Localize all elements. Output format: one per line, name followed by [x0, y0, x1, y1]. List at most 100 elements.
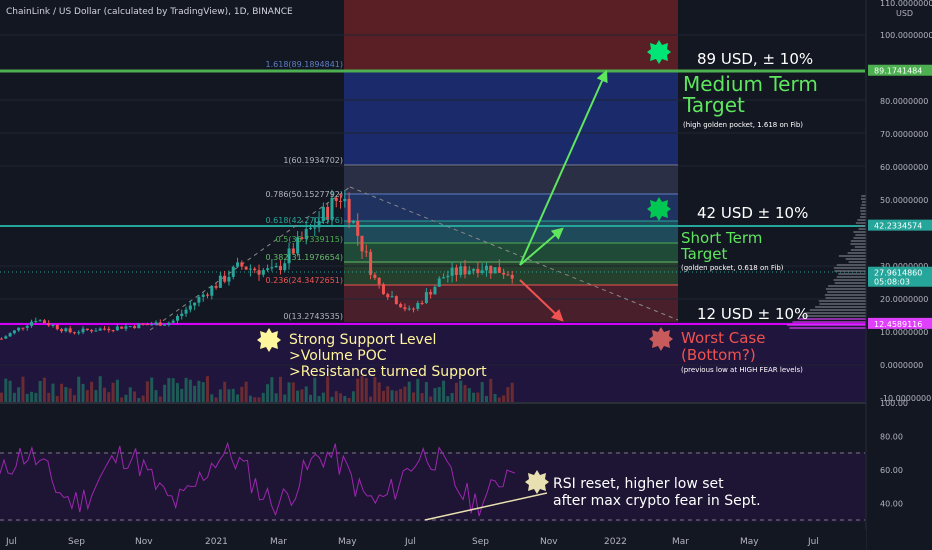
candle-body — [137, 324, 140, 328]
candle-body — [17, 328, 20, 331]
candle-body — [94, 331, 97, 332]
volume-bar — [296, 391, 299, 402]
candle-body — [262, 270, 265, 275]
volume-bar — [464, 385, 467, 402]
candle-body — [60, 329, 63, 331]
volume-bar — [64, 387, 67, 402]
candle-body — [506, 275, 509, 276]
volume-bar — [202, 382, 205, 402]
volume-bar — [240, 387, 243, 402]
volume-bar — [116, 380, 119, 402]
rsi-tick-label: 60.00 — [880, 466, 903, 475]
candle-body — [56, 325, 59, 329]
volume-bar — [352, 391, 355, 402]
candle-body — [455, 268, 458, 275]
volume-profile-bar — [827, 291, 866, 293]
candle-body — [30, 322, 33, 326]
fib-label: 0.382(31.1976654) — [266, 253, 344, 262]
candle-body — [476, 269, 479, 273]
candle-body — [176, 316, 179, 321]
candle-body — [189, 306, 192, 310]
volume-bar — [86, 390, 89, 402]
volume-bar — [476, 393, 479, 402]
candle-body — [232, 267, 235, 277]
candle-body — [0, 339, 3, 340]
volume-profile-bar — [837, 264, 866, 266]
volume-bar — [288, 382, 291, 402]
volume-bar — [9, 381, 12, 402]
candle-body — [511, 275, 514, 279]
volume-bar — [395, 391, 398, 402]
volume-bar — [193, 386, 196, 402]
volume-bar — [120, 398, 123, 402]
axis-tick-label: 70.0000000 — [880, 130, 928, 139]
candle-body — [365, 251, 368, 252]
price-tag-label: 42.2334574 — [874, 222, 922, 231]
candle-body — [172, 321, 175, 323]
axis-tick-label: 20.0000000 — [880, 295, 928, 304]
candle-body — [47, 323, 50, 325]
candle-body — [163, 325, 166, 326]
volume-bar — [322, 393, 325, 402]
volume-bar — [356, 379, 359, 402]
volume-bar — [309, 395, 312, 402]
price-tag-countdown: 05:08:03 — [874, 278, 910, 287]
candle-body — [253, 269, 256, 271]
candle-body — [86, 329, 89, 330]
volume-bar — [34, 393, 37, 402]
volume-bar — [330, 397, 333, 402]
volume-profile-bar — [815, 306, 866, 308]
time-axis-label: Nov — [135, 537, 153, 547]
candle-body — [382, 284, 385, 294]
volume-bar — [369, 397, 372, 402]
candle-body — [489, 266, 492, 274]
volume-profile-bar — [802, 315, 866, 317]
star-support-icon — [257, 328, 281, 352]
candle-body — [103, 329, 106, 330]
candle-body — [185, 310, 188, 314]
time-axis-label: Mar — [270, 537, 287, 547]
volume-bar — [236, 394, 239, 402]
volume-bar — [292, 382, 295, 402]
volume-profile-bar — [810, 309, 866, 311]
volume-bar — [253, 397, 256, 402]
volume-profile-bar — [857, 219, 866, 221]
candle-body — [82, 329, 85, 333]
star-medium-target-icon — [647, 40, 671, 64]
volume-profile-bar — [853, 231, 866, 233]
volume-profile-bar — [828, 285, 866, 287]
volume-bar — [210, 394, 213, 402]
rsi-tick-label: 80.00 — [880, 432, 903, 441]
candle-body — [313, 227, 316, 228]
candle-body — [129, 326, 132, 327]
volume-bar — [60, 384, 63, 402]
volume-bar — [451, 393, 454, 402]
volume-profile-bar — [853, 237, 866, 239]
volume-bar — [232, 389, 235, 402]
volume-bar — [408, 382, 411, 402]
volume-profile-bar — [861, 198, 866, 200]
time-axis — [0, 530, 866, 550]
candle-body — [451, 268, 454, 276]
volume-bar — [133, 391, 136, 402]
axis-tick-label: 10.0000000 — [880, 328, 928, 337]
volume-bar — [468, 388, 471, 402]
volume-bar — [438, 387, 441, 402]
volume-bar — [94, 390, 97, 402]
volume-bar — [326, 376, 329, 402]
candle-body — [416, 303, 419, 309]
volume-bar — [270, 377, 273, 402]
volume-profile-bar — [826, 288, 866, 290]
candle-body — [107, 329, 110, 330]
candle-body — [309, 228, 312, 229]
time-axis-label: Mar — [672, 537, 689, 547]
candle-body — [99, 329, 102, 331]
candle-body — [206, 295, 209, 296]
candle-body — [197, 297, 200, 303]
price-tag-label: 12.4589116 — [874, 320, 922, 329]
fib-label: 0.786(50.1527792) — [266, 190, 344, 199]
volume-bar — [446, 396, 449, 402]
volume-bar — [391, 390, 394, 402]
candle-body — [369, 252, 372, 275]
volume-bar — [343, 396, 346, 402]
